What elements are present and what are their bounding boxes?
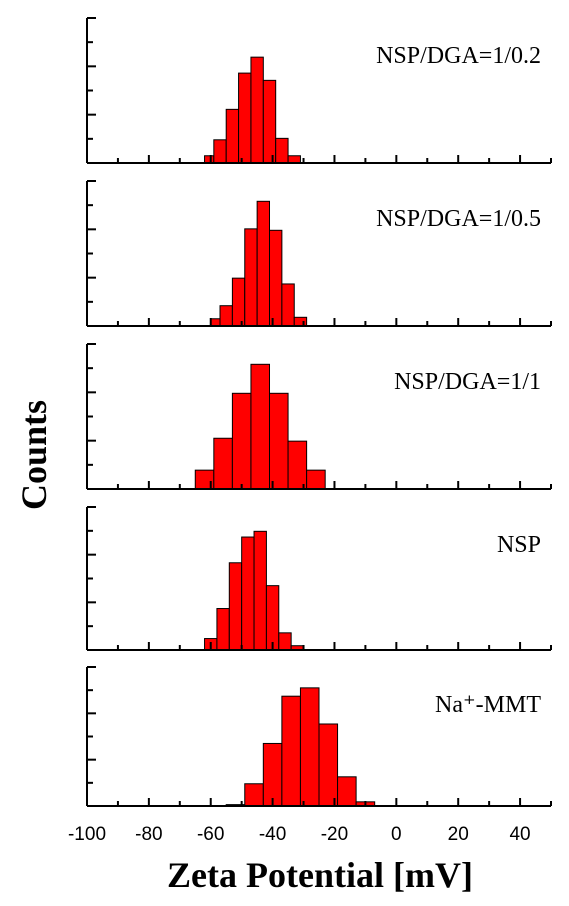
x-tick-label: -80 [135,824,162,845]
histogram-bar [278,632,292,651]
histogram-bar [228,562,243,651]
histogram-bar [287,440,308,490]
histogram-bar [262,79,277,164]
histogram-bar [250,56,264,164]
histogram-bar [238,72,252,164]
histogram-bar [204,155,215,164]
histogram-bar [213,437,233,490]
panel-label: Na⁺-MMT [435,692,541,718]
histogram-bar [256,200,271,327]
histogram-bar [299,687,320,807]
x-tick-label: -40 [259,824,286,845]
histogram-bar [293,316,308,327]
histogram-bar [337,776,357,807]
histogram-bar [269,392,289,490]
x-tick-label: -60 [197,824,224,845]
histogram-bar [253,530,267,651]
x-tick-label: -20 [321,824,348,845]
panel-label: NSP/DGA=1/0.2 [376,43,541,69]
histogram-bar [225,108,240,164]
histogram-bar [241,536,255,651]
histogram-bar [216,608,230,651]
panel-label: NSP/DGA=1/1 [394,369,541,395]
histogram-bar [210,318,221,327]
histogram-bar [250,363,271,490]
histogram-bar [219,305,233,327]
histogram-bar [265,585,280,651]
histogram-bar [213,139,227,164]
histogram-bar [318,723,339,807]
histogram-bar [262,742,283,807]
histogram-bar [281,283,295,327]
histogram-bar [275,137,289,164]
histogram-bar [231,277,246,327]
x-tick-label: 20 [448,824,469,845]
x-axis-label: Zeta Potential [mV] [167,855,473,895]
histogram-bar [269,229,283,327]
histogram-bar [281,695,301,807]
histogram-bar [244,228,258,327]
histogram-bar [244,783,264,807]
y-axis-label-box: Counts [6,330,62,580]
x-tick-label: 40 [509,824,530,845]
histogram-bar [231,392,252,490]
histogram-bar [287,155,301,164]
x-tick-label: 0 [391,824,402,845]
panel-label: NSP/DGA=1/0.5 [376,206,541,232]
panel-label: NSP [497,532,541,558]
histogram-bar [306,469,326,490]
y-axis-label: Counts [14,399,55,511]
x-tick-label: -100 [68,824,106,845]
